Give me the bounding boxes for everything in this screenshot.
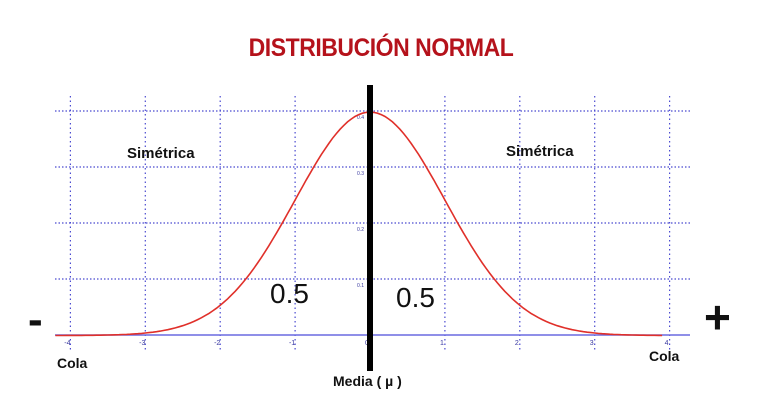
- x-tick-label: -2: [214, 340, 220, 347]
- label-symmetric-right: Simétrica: [506, 143, 574, 160]
- label-symmetric-left: Simétrica: [127, 145, 195, 162]
- label-area-right: 0.5: [396, 282, 435, 313]
- x-tick-label: 2: [515, 340, 519, 347]
- x-tick-label: 4: [665, 340, 669, 347]
- y-tick-label: 0.4: [357, 115, 364, 121]
- label-mean: Media ( µ ): [333, 373, 402, 389]
- mean-line: [367, 85, 373, 371]
- y-tick-label: 0.1: [357, 283, 364, 289]
- y-axis-ticks: 0.1 0.2 0.3 0.4: [357, 115, 364, 289]
- x-tick-label: 1: [440, 340, 444, 347]
- x-tick-label: 3: [590, 340, 594, 347]
- x-tick-label: -3: [139, 340, 145, 347]
- label-tail-left: Cola: [57, 355, 88, 371]
- y-tick-label: 0.3: [357, 171, 364, 177]
- label-tail-right: Cola: [649, 348, 680, 364]
- normal-curve: [55, 111, 663, 337]
- y-tick-label: 0.2: [357, 227, 364, 233]
- x-tick-label: -4: [64, 340, 70, 347]
- x-tick-label: -1: [289, 340, 295, 347]
- label-minus: -: [28, 295, 43, 344]
- grid-lines: [55, 96, 690, 352]
- label-area-left: 0.5: [270, 278, 309, 309]
- chart-title: DISTRIBUCIÓN NORMAL: [248, 34, 514, 62]
- label-plus: +: [704, 291, 731, 343]
